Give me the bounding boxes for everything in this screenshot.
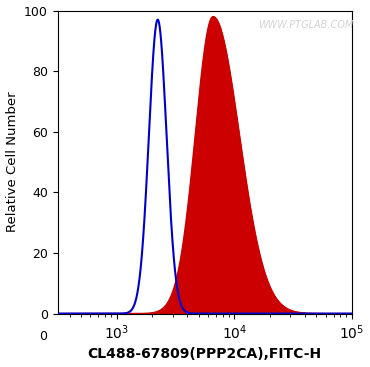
Y-axis label: Relative Cell Number: Relative Cell Number — [6, 92, 18, 232]
X-axis label: CL488-67809(PPP2CA),FITC-H: CL488-67809(PPP2CA),FITC-H — [88, 348, 322, 361]
Text: 0: 0 — [39, 330, 47, 343]
Text: WWW.PTGLAB.COM: WWW.PTGLAB.COM — [258, 20, 353, 30]
